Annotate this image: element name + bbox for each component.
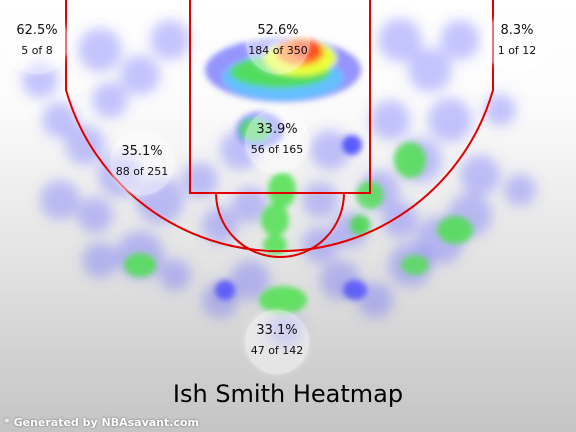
zone-made-of: 1 of 12 xyxy=(497,44,537,57)
zone-pct: 33.9% xyxy=(256,122,298,137)
three-point-arc xyxy=(65,0,494,253)
zone-made-of: 5 of 8 xyxy=(21,44,53,57)
lane-box xyxy=(189,0,371,194)
zone-pct: 52.6% xyxy=(257,23,299,38)
heat-low-density xyxy=(22,18,536,348)
zone-made-of: 88 of 251 xyxy=(115,165,169,178)
heat-mid-density xyxy=(124,38,473,314)
zone-pct: 8.3% xyxy=(500,23,534,38)
zone-made-of: 184 of 350 xyxy=(248,44,308,57)
zone-pct: 35.1% xyxy=(121,144,163,159)
zone-pct: 33.1% xyxy=(256,323,298,338)
zone-left-corner: 62.5% 5 of 8 xyxy=(5,10,69,74)
heatmap-title: Ish Smith Heatmap xyxy=(172,380,404,408)
zone-right-corner: 8.3% 1 of 12 xyxy=(485,10,549,74)
free-throw-circle xyxy=(215,192,345,258)
zone-made-of: 47 of 142 xyxy=(250,344,304,357)
zone-left-wing: 35.1% 88 of 251 xyxy=(110,131,174,195)
zone-pct: 62.5% xyxy=(16,23,58,38)
credit-text: * Generated by NBAsavant.com xyxy=(4,416,199,429)
zone-made-of: 56 of 165 xyxy=(250,143,304,156)
zone-top-key: 33.1% 47 of 142 xyxy=(245,310,309,374)
zone-restricted-area: 52.6% 184 of 350 xyxy=(246,10,310,74)
zone-paint: 33.9% 56 of 165 xyxy=(245,109,309,173)
court-lines xyxy=(65,0,494,258)
